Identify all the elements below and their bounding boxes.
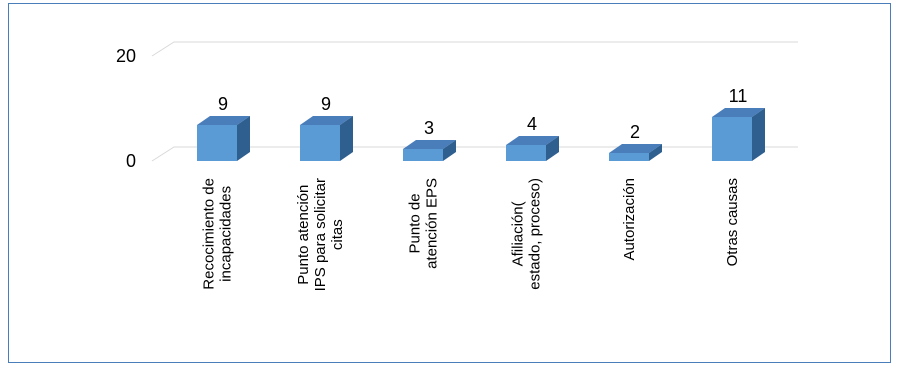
bar-0 <box>197 116 250 161</box>
category-label-4: Autorización <box>621 178 638 261</box>
bar-side <box>752 108 765 161</box>
data-label-0: 9 <box>218 94 228 114</box>
bar-front <box>403 149 443 161</box>
category-label-2: Punto deatención EPS <box>407 178 441 269</box>
bar-top <box>609 144 662 153</box>
bar-top <box>506 136 559 145</box>
bar-front <box>609 153 649 161</box>
gridline-0 <box>151 146 798 162</box>
bar-front <box>197 125 237 161</box>
bar-2 <box>403 140 456 161</box>
category-label-3: Afiliación(estado, proceso) <box>510 178 544 290</box>
category-label-1: Punto atenciónIPS para solicitarcitas <box>295 178 346 291</box>
category-label-0: Recocimiento deincapacidades <box>201 178 235 290</box>
bar-3 <box>506 136 559 161</box>
bar-side <box>340 116 353 161</box>
bar-5 <box>712 108 765 161</box>
data-label-2: 3 <box>424 118 434 138</box>
category-label-5: Otras causas <box>724 178 741 266</box>
bar-top <box>403 140 456 149</box>
bar-4 <box>609 144 662 161</box>
bar-side <box>237 116 250 161</box>
bars <box>197 108 765 161</box>
data-label-4: 2 <box>630 122 640 142</box>
gridlines <box>151 41 798 162</box>
bar-front <box>712 117 752 161</box>
data-label-3: 4 <box>527 114 537 134</box>
bar-side <box>546 136 559 161</box>
y-tick-label-20: 20 <box>116 46 136 66</box>
bar-side <box>443 140 456 161</box>
bar-side <box>649 144 662 161</box>
y-tick-label-0: 0 <box>126 151 136 171</box>
bar-front <box>300 125 340 161</box>
chart-frame <box>8 3 891 363</box>
gridline-20 <box>151 41 798 57</box>
y-axis-ticks: 0 20 <box>116 46 136 171</box>
data-label-5: 11 <box>729 86 748 106</box>
data-label-1: 9 <box>321 94 331 114</box>
bar-top <box>300 116 353 125</box>
bar-front <box>506 145 546 161</box>
bar-1 <box>300 116 353 161</box>
category-labels: Recocimiento deincapacidades Punto atenci… <box>201 178 742 291</box>
bar-top <box>712 108 765 117</box>
bar-top <box>197 116 250 125</box>
data-labels: 9 9 3 4 2 11 <box>218 86 747 142</box>
